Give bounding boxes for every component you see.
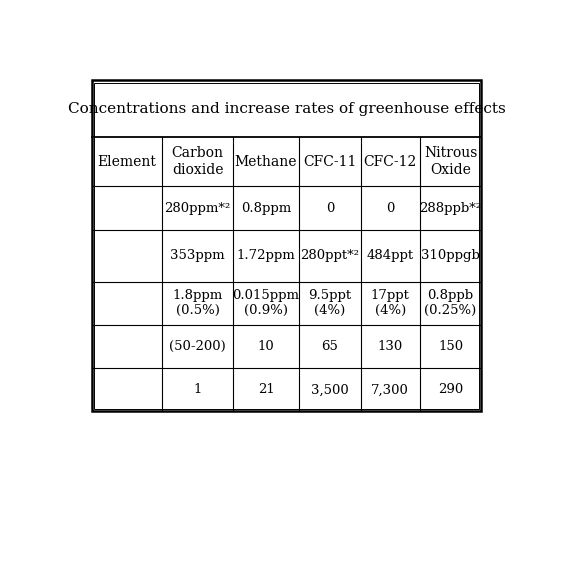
Text: 290: 290 bbox=[438, 383, 463, 396]
Text: 484ppt: 484ppt bbox=[367, 249, 414, 262]
Text: CFC-12: CFC-12 bbox=[363, 155, 417, 169]
Text: 0.015ppm
(0.9%): 0.015ppm (0.9%) bbox=[232, 289, 299, 318]
Text: Carbon
dioxide: Carbon dioxide bbox=[172, 147, 223, 176]
Text: 280ppm*²: 280ppm*² bbox=[165, 202, 231, 215]
Text: 1: 1 bbox=[193, 383, 202, 396]
Text: 0.8ppm: 0.8ppm bbox=[241, 202, 291, 215]
Bar bbox=[92, 80, 482, 411]
Text: 7,300: 7,300 bbox=[371, 383, 409, 396]
Text: 3,500: 3,500 bbox=[311, 383, 349, 396]
Text: (50-200): (50-200) bbox=[169, 340, 226, 353]
Text: 1.72ppm: 1.72ppm bbox=[236, 249, 295, 262]
Text: 0: 0 bbox=[326, 202, 334, 215]
Text: 65: 65 bbox=[322, 340, 338, 353]
Text: 0.8ppb
(0.25%): 0.8ppb (0.25%) bbox=[425, 289, 477, 318]
Text: Nitrous
Oxide: Nitrous Oxide bbox=[424, 147, 477, 176]
Text: 17ppt
(4%): 17ppt (4%) bbox=[371, 289, 410, 318]
Text: 0: 0 bbox=[386, 202, 395, 215]
Text: 150: 150 bbox=[438, 340, 463, 353]
Bar bbox=[95, 83, 479, 409]
Text: 9.5ppt
(4%): 9.5ppt (4%) bbox=[308, 289, 352, 318]
Text: 130: 130 bbox=[377, 340, 403, 353]
Text: Methane: Methane bbox=[235, 155, 298, 169]
Text: Element: Element bbox=[98, 155, 156, 169]
Text: 21: 21 bbox=[258, 383, 275, 396]
Text: 288ppb*²: 288ppb*² bbox=[419, 202, 482, 215]
Text: 1.8ppm
(0.5%): 1.8ppm (0.5%) bbox=[172, 289, 223, 318]
Text: 280ppt*²: 280ppt*² bbox=[300, 249, 359, 262]
Text: 310ppgb: 310ppgb bbox=[421, 249, 480, 262]
Text: 353ppm: 353ppm bbox=[171, 249, 225, 262]
Text: Concentrations and increase rates of greenhouse effects: Concentrations and increase rates of gre… bbox=[68, 102, 506, 116]
Text: 10: 10 bbox=[258, 340, 275, 353]
Text: CFC-11: CFC-11 bbox=[303, 155, 356, 169]
